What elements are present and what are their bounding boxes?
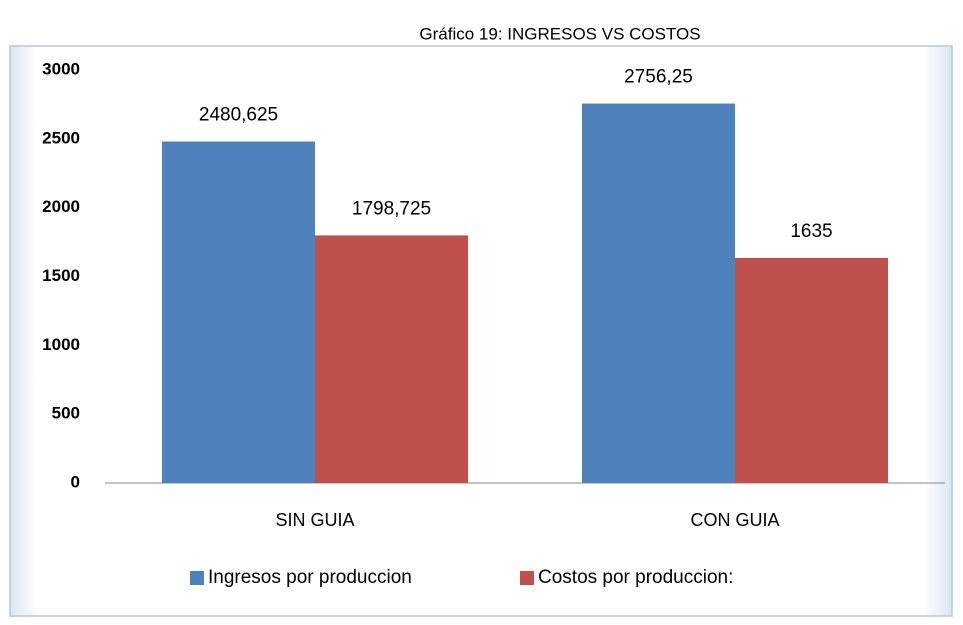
legend-swatch <box>520 571 534 585</box>
value-label: 1635 <box>790 221 832 242</box>
legend-label: Costos por produccion: <box>538 567 733 588</box>
bar <box>315 235 468 483</box>
y-tick-label: 1000 <box>42 335 80 354</box>
x-tick-label: CON GUIA <box>690 510 779 530</box>
y-tick-label: 2000 <box>42 197 80 216</box>
y-tick-label: 3000 <box>42 59 80 78</box>
value-label: 2756,25 <box>624 67 693 88</box>
y-tick-label: 500 <box>52 404 80 423</box>
bar <box>582 103 735 484</box>
chart-title: Gráfico 19: INGRESOS VS COSTOS <box>419 24 700 43</box>
legend-swatch <box>190 571 204 585</box>
x-tick-label: SIN GUIA <box>275 510 354 530</box>
value-label: 1798,725 <box>352 198 431 219</box>
y-tick-label: 0 <box>71 472 80 491</box>
y-tick-label: 2500 <box>42 128 80 147</box>
value-label: 2480,625 <box>199 105 278 126</box>
legend-label: Ingresos por produccion <box>208 567 412 588</box>
bar <box>735 257 888 483</box>
bar <box>162 141 315 484</box>
y-tick-label: 1500 <box>42 266 80 285</box>
